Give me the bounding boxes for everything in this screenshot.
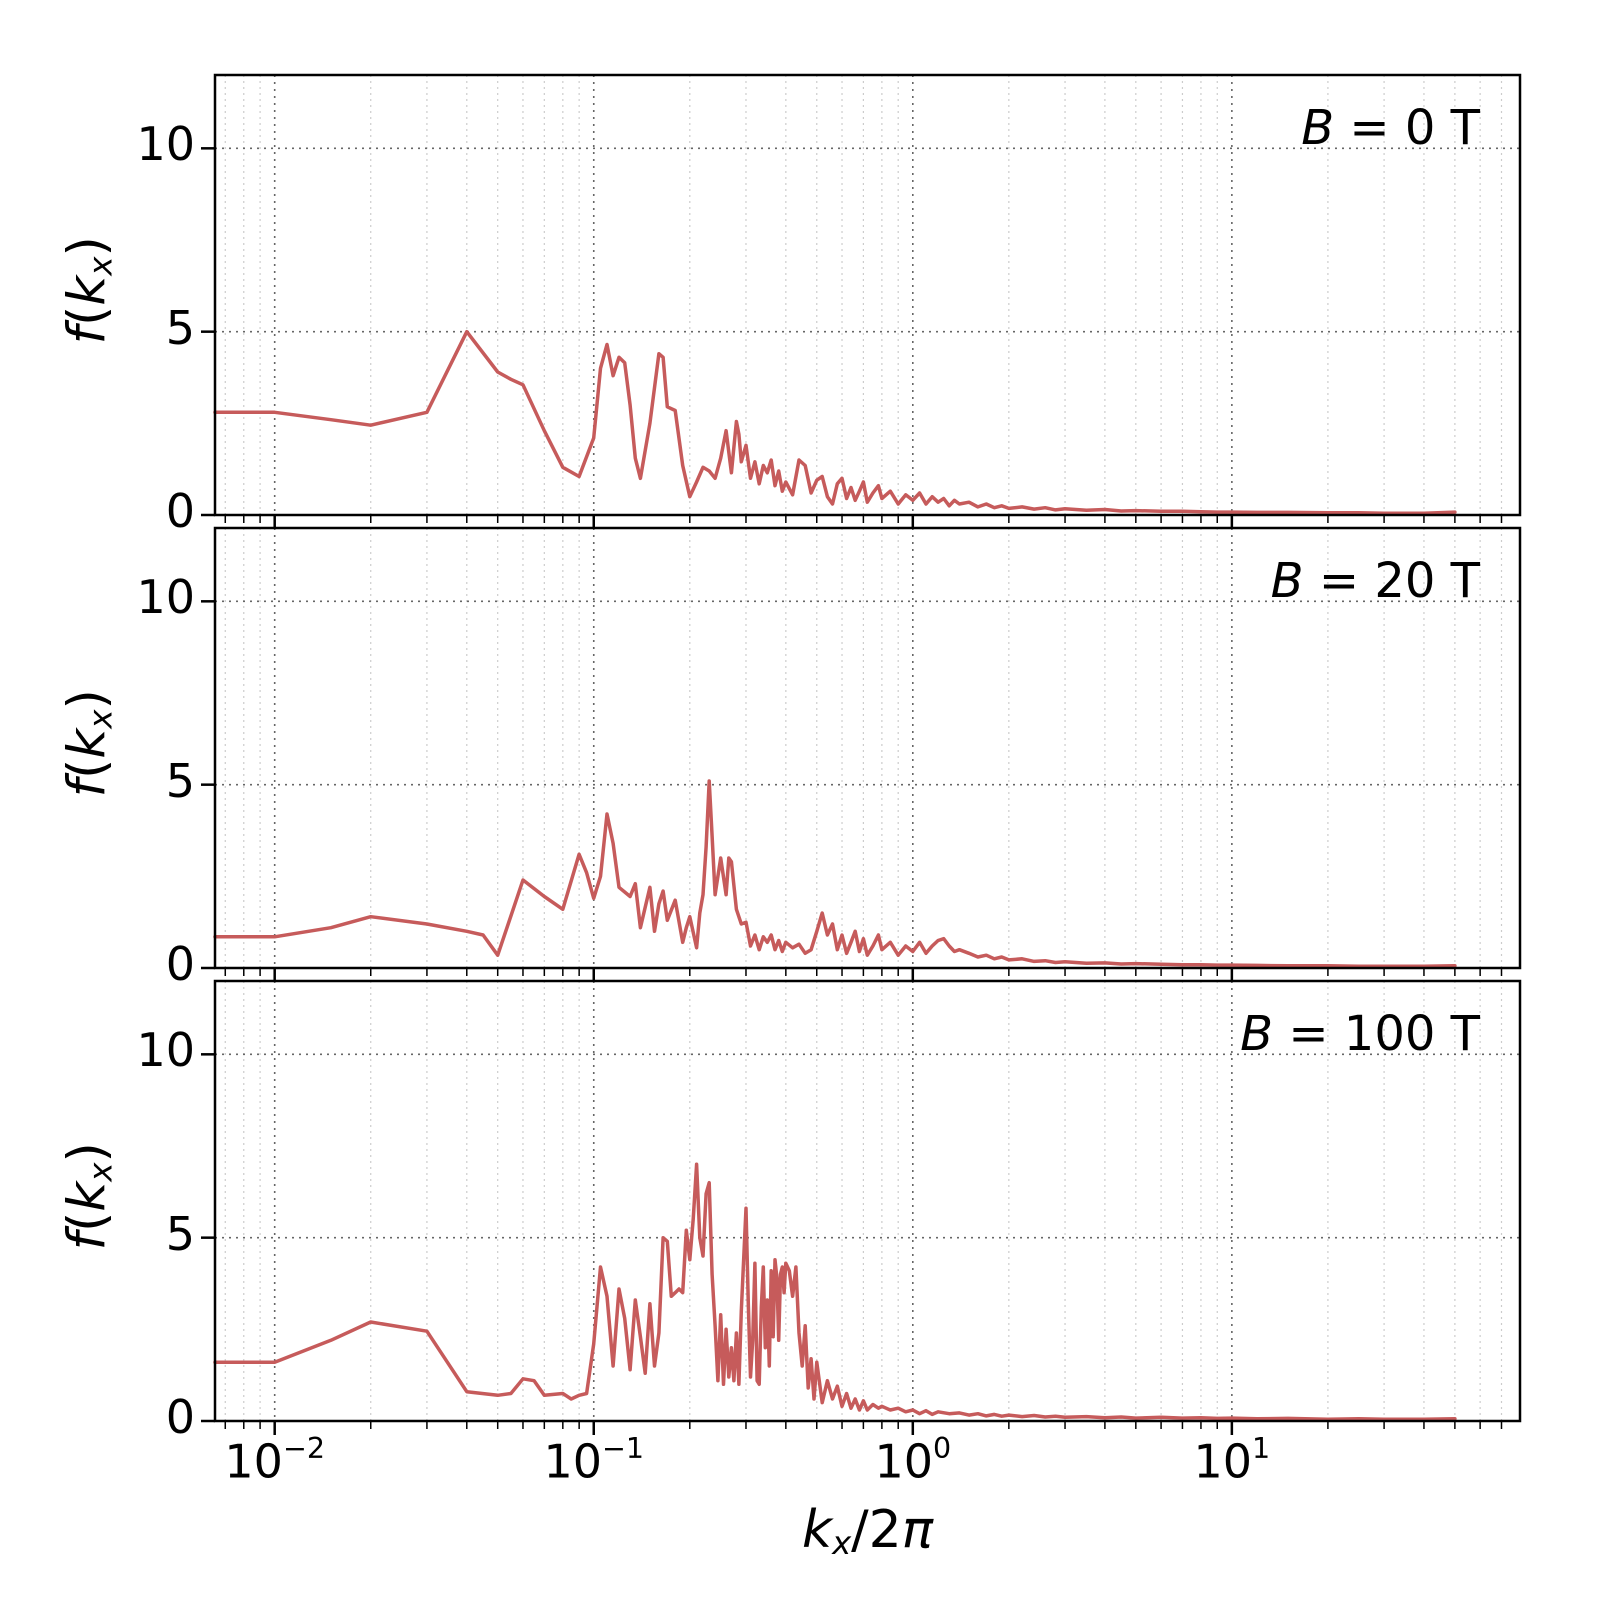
label-segment: B (1270, 553, 1304, 609)
y-axis-label: f(kx) (57, 593, 120, 893)
label-segment: B (1301, 100, 1335, 156)
label-segment: = 0 T (1334, 100, 1480, 156)
y-tick-label: 10 (136, 1023, 195, 1078)
label-segment: k (801, 1500, 833, 1560)
x-tick-label: 10−1 (504, 1433, 684, 1489)
label-segment: x (81, 709, 120, 729)
panel-annotation-b0: B = 0 T (980, 103, 1480, 153)
label-segment: k (57, 1181, 118, 1212)
label-segment: x (832, 1524, 852, 1563)
label-segment: /2 (851, 1500, 902, 1560)
panel-b100 (201, 979, 1522, 1435)
label-segment: k (57, 275, 118, 306)
y-tick-label: 5 (165, 300, 195, 355)
y-tick-label: 5 (165, 753, 195, 808)
panel-b0 (201, 73, 1522, 529)
y-tick-label: 0 (165, 484, 195, 538)
x-tick-label: 100 (823, 1433, 1003, 1489)
label-segment: π (901, 1500, 934, 1560)
label-segment: ( (57, 305, 118, 327)
y-tick-label: 10 (136, 570, 195, 625)
label-segment: ) (57, 1142, 118, 1163)
label-segment: 1 (1252, 1431, 1271, 1465)
y-tick-label: 0 (165, 937, 195, 991)
label-segment: 10 (224, 1434, 283, 1489)
label-segment: 0 (932, 1431, 952, 1465)
spectrum-line-b100 (213, 1162, 1457, 1421)
x-axis-label: kx/2π (668, 1500, 1068, 1560)
label-segment: ( (57, 1211, 118, 1233)
label-segment: x (81, 256, 120, 276)
y-axis-label: f(kx) (57, 1046, 120, 1346)
y-tick-label: 0 (165, 1390, 195, 1444)
panel-spines (213, 73, 1522, 517)
label-segment: ) (57, 236, 118, 257)
label-segment: −1 (601, 1431, 645, 1465)
spectrum-line-b20 (213, 779, 1457, 968)
x-tick-label: 101 (1142, 1433, 1322, 1489)
label-segment: = 20 T (1303, 553, 1480, 609)
panel-annotation-b20: B = 20 T (980, 556, 1480, 606)
label-segment: ( (57, 758, 118, 780)
label-segment: = 100 T (1273, 1006, 1480, 1062)
label-segment: x (81, 1162, 120, 1182)
y-tick-label: 5 (165, 1206, 195, 1261)
label-segment: −2 (282, 1431, 325, 1465)
label-segment: f (57, 1232, 118, 1251)
x-tick-label: 10−2 (185, 1433, 365, 1489)
label-segment: f (57, 779, 118, 798)
panel-b20 (201, 526, 1522, 982)
label-segment: B (1240, 1006, 1274, 1062)
panel-annotation-b100: B = 100 T (980, 1009, 1480, 1059)
label-segment: k (57, 728, 118, 759)
label-segment: ) (57, 689, 118, 710)
label-segment: f (57, 326, 118, 345)
label-segment: 10 (874, 1434, 933, 1489)
panel-spines (213, 526, 1522, 970)
spectrum-line-b0 (213, 329, 1457, 515)
label-segment: 10 (1193, 1434, 1253, 1489)
y-tick-label: 10 (136, 117, 195, 172)
panel-spines (213, 979, 1522, 1423)
y-axis-label: f(kx) (57, 140, 120, 440)
label-segment: 10 (543, 1434, 602, 1489)
